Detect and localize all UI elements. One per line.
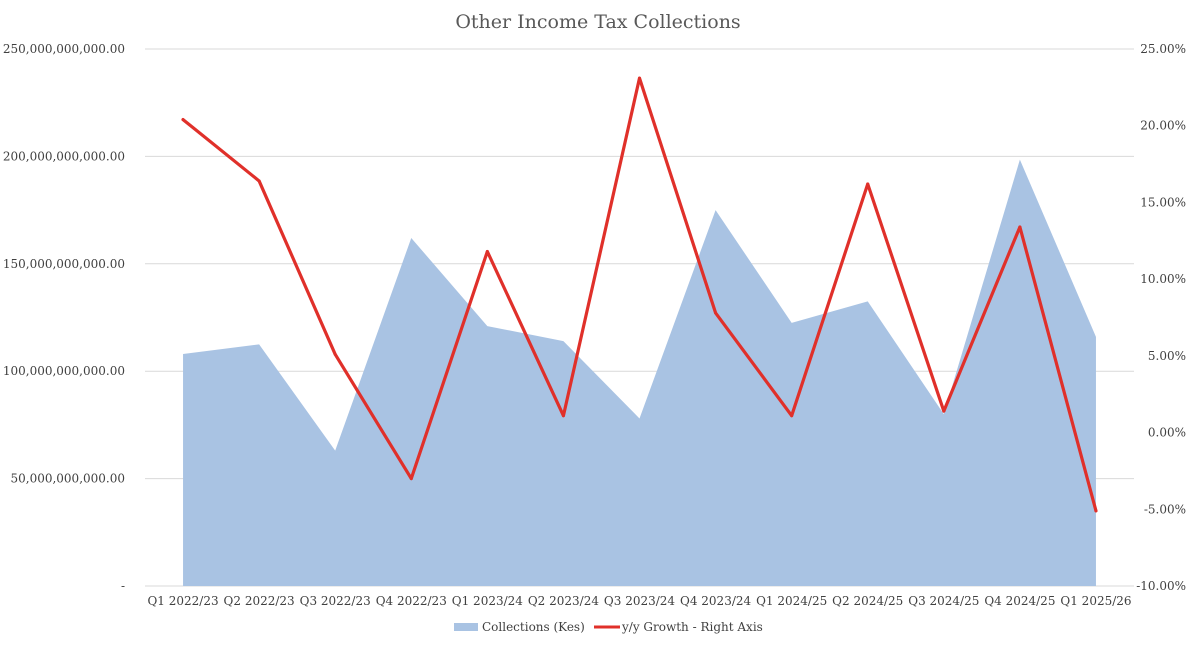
x-tick-label-0: Q1 2022/23 — [147, 594, 218, 608]
right-tick-label-6: 20.00% — [1140, 119, 1186, 133]
right-tick-label-1: -5.00% — [1144, 502, 1186, 516]
x-tick-label-11: Q4 2024/25 — [984, 594, 1055, 608]
x-tick-label-5: Q2 2023/24 — [528, 594, 600, 608]
right-tick-label-3: 5.00% — [1148, 349, 1186, 363]
right-tick-label-2: 0.00% — [1148, 426, 1186, 440]
x-tick-label-12: Q1 2025/26 — [1060, 594, 1131, 608]
x-tick-label-3: Q4 2022/23 — [376, 594, 447, 608]
growth-point-5 — [561, 414, 565, 418]
growth-point-11 — [1018, 225, 1022, 229]
right-tick-label-5: 15.00% — [1140, 195, 1186, 209]
left-tick-label-5: 250,000,000,000.00 — [3, 42, 125, 56]
left-tick-label-0: - — [121, 579, 125, 593]
right-tick-label-7: 25.00% — [1140, 42, 1186, 56]
chart-title: Other Income Tax Collections — [455, 11, 740, 33]
left-tick-label-4: 200,000,000,000.00 — [3, 149, 125, 163]
left-tick-label-2: 100,000,000,000.00 — [3, 364, 125, 378]
growth-point-8 — [790, 414, 794, 418]
growth-point-7 — [714, 311, 718, 315]
growth-point-3 — [409, 477, 413, 481]
growth-point-4 — [485, 250, 489, 254]
right-tick-label-4: 10.00% — [1140, 272, 1186, 286]
line-series-layer — [181, 76, 1098, 513]
legend-swatch-collections — [454, 623, 478, 631]
growth-point-2 — [333, 352, 337, 356]
x-tick-label-2: Q3 2022/23 — [300, 594, 371, 608]
left-axis: - 50,000,000,000.00 100,000,000,000.00 150,… — [3, 42, 125, 593]
x-tick-label-8: Q1 2024/25 — [756, 594, 827, 608]
left-tick-label-3: 150,000,000,000.00 — [3, 257, 125, 271]
growth-point-1 — [257, 179, 261, 183]
x-tick-label-9: Q2 2024/25 — [832, 594, 903, 608]
x-axis: Q1 2022/23 Q2 2022/23 Q3 2022/23 Q4 2022/23… — [147, 594, 1131, 608]
right-tick-label-0: -10.00% — [1136, 579, 1186, 593]
legend-label-growth: y/y Growth - Right Axis — [621, 620, 763, 634]
growth-point-10 — [942, 409, 946, 413]
x-tick-label-6: Q3 2023/24 — [604, 594, 676, 608]
legend-label-collections: Collections (Kes) — [482, 620, 585, 634]
growth-point-12 — [1094, 509, 1098, 513]
right-axis: -10.00% -5.00% 0.00% 5.00% 10.00% 15.00% 20.00… — [1136, 42, 1186, 593]
growth-point-0 — [181, 118, 185, 122]
x-tick-label-7: Q4 2023/24 — [680, 594, 752, 608]
growth-point-6 — [638, 76, 641, 80]
growth-point-9 — [866, 182, 870, 186]
legend: Collections (Kes) y/y Growth - Right Axi… — [454, 620, 763, 634]
x-tick-label-4: Q1 2023/24 — [452, 594, 524, 608]
left-tick-label-1: 50,000,000,000.00 — [10, 472, 125, 486]
x-tick-label-1: Q2 2022/23 — [224, 594, 295, 608]
x-tick-label-10: Q3 2024/25 — [908, 594, 979, 608]
